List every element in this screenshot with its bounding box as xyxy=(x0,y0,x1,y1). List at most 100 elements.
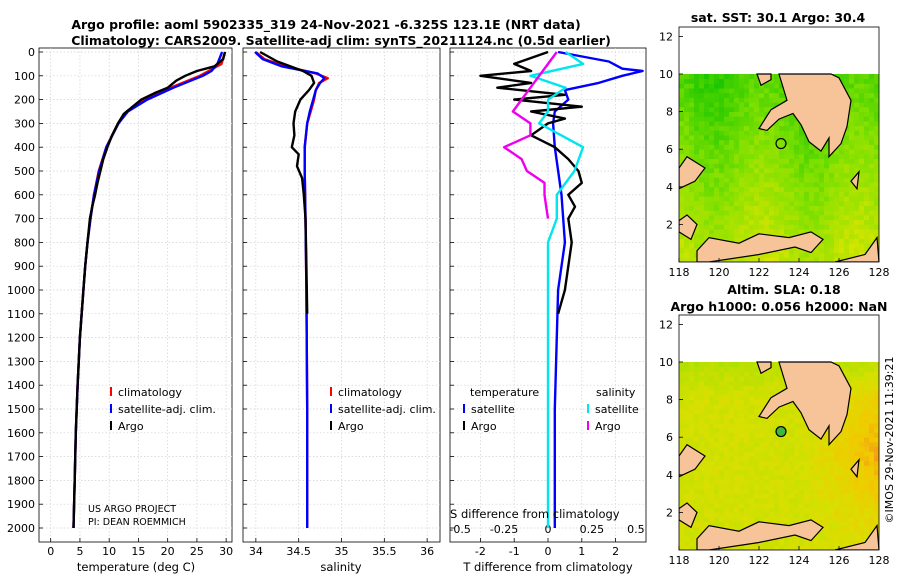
map-cell xyxy=(734,168,740,174)
map-cell xyxy=(829,186,835,192)
map-cell xyxy=(749,376,755,382)
map-cell xyxy=(774,441,780,447)
map-cell xyxy=(684,88,690,94)
map-cell xyxy=(819,503,825,509)
map-cell xyxy=(759,371,765,377)
map-cell xyxy=(799,488,805,494)
map-cell xyxy=(824,493,830,499)
map-cell xyxy=(854,484,860,490)
map-cell xyxy=(734,380,740,386)
map-cell xyxy=(739,158,745,164)
map-cell xyxy=(864,153,870,159)
map-cell xyxy=(824,521,830,527)
map-cell xyxy=(799,540,805,546)
map-cell xyxy=(699,488,705,494)
map-cell xyxy=(874,441,879,447)
map-cell xyxy=(864,243,870,249)
map-cell xyxy=(709,191,715,197)
map-cell xyxy=(684,238,690,244)
map-cell xyxy=(749,493,755,499)
map-cell xyxy=(874,512,879,518)
map-cell xyxy=(729,168,735,174)
map-cell xyxy=(704,139,710,145)
map-cell xyxy=(794,191,800,197)
map-cell xyxy=(679,88,685,94)
map-cell xyxy=(699,158,705,164)
map-cell xyxy=(714,163,720,169)
map-cell xyxy=(874,158,879,164)
map-cell xyxy=(784,446,790,452)
map-cell xyxy=(784,135,790,141)
map-cell xyxy=(734,446,740,452)
map-cell xyxy=(694,210,700,216)
map-cell xyxy=(754,224,760,230)
map-cell xyxy=(759,116,765,122)
map-cell xyxy=(694,102,700,108)
map-cell xyxy=(684,83,690,89)
map-cell xyxy=(734,394,740,400)
salinity-legend: climatology satellite-adj. clim. Argo xyxy=(330,386,436,433)
map-cell xyxy=(799,446,805,452)
map-cell xyxy=(774,149,780,155)
map-cell xyxy=(824,441,830,447)
map-cell xyxy=(774,503,780,509)
map-cell xyxy=(754,465,760,471)
map-cell xyxy=(754,460,760,466)
map-lon-tick-label: 118 xyxy=(669,266,690,279)
map-cell xyxy=(684,366,690,372)
map-cell xyxy=(714,456,720,462)
map-cell xyxy=(819,163,825,169)
map-cell xyxy=(844,74,850,80)
map-cell xyxy=(789,545,795,550)
map-cell xyxy=(729,507,735,513)
map-cell xyxy=(784,149,790,155)
map-cell xyxy=(779,177,785,183)
map-cell xyxy=(729,125,735,131)
map-cell xyxy=(784,172,790,178)
map-cell xyxy=(679,432,685,438)
map-cell xyxy=(729,362,735,368)
map-cell xyxy=(739,88,745,94)
depth-tick-label: 1100 xyxy=(7,308,35,321)
map-cell xyxy=(784,418,790,424)
map-cell xyxy=(819,488,825,494)
map-cell xyxy=(804,158,810,164)
map-cell xyxy=(779,474,785,480)
map-cell xyxy=(874,78,879,84)
map-cell xyxy=(864,210,870,216)
map-cell xyxy=(684,423,690,429)
map-cell xyxy=(779,168,785,174)
map-cell xyxy=(829,153,835,159)
map-cell xyxy=(784,163,790,169)
map-cell xyxy=(749,423,755,429)
map-cell xyxy=(799,229,805,235)
map-cell xyxy=(679,215,685,221)
map-cell xyxy=(754,168,760,174)
map-cell xyxy=(804,498,810,504)
map-cell xyxy=(829,215,835,221)
map-cell xyxy=(839,437,845,443)
map-cell xyxy=(854,205,860,211)
map-cell xyxy=(854,423,860,429)
map-cell xyxy=(804,465,810,471)
map-cell xyxy=(749,111,755,117)
map-cell xyxy=(804,177,810,183)
map-cell xyxy=(684,540,690,546)
map-cell xyxy=(759,205,765,211)
map-cell xyxy=(764,196,770,202)
map-cell xyxy=(849,512,855,518)
map-cell xyxy=(819,224,825,230)
map-cell xyxy=(859,153,865,159)
map-cell xyxy=(749,106,755,112)
map-cell xyxy=(714,125,720,131)
map-cell xyxy=(739,196,745,202)
map-cell xyxy=(679,111,685,117)
map-cell xyxy=(754,200,760,206)
map-cell xyxy=(874,366,879,372)
map-cell xyxy=(679,380,685,386)
map-cell xyxy=(704,106,710,112)
map-cell xyxy=(849,451,855,457)
map-cell xyxy=(709,394,715,400)
map-cell xyxy=(734,224,740,230)
map-cell xyxy=(769,144,775,150)
